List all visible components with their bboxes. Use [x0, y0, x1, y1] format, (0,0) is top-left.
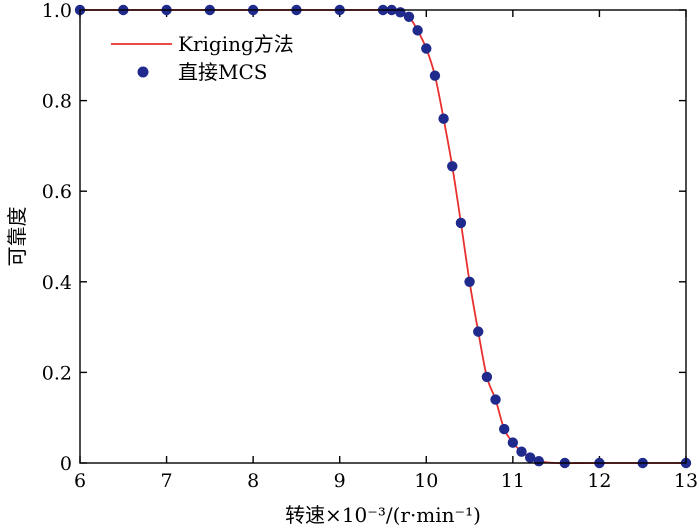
- y-axis-title: 可靠度: [5, 207, 29, 267]
- x-tick-labels: 6 7 8 9 10 11 12 13: [74, 470, 698, 492]
- x-tick-label: 8: [247, 470, 259, 492]
- x-tick-label: 6: [74, 470, 86, 492]
- x-axis-title: 转速×10⁻³/(r·min⁻¹): [285, 503, 481, 527]
- x-tick-label: 13: [674, 470, 698, 492]
- data-point-mcs: [429, 70, 441, 81]
- data-point-mcs: [421, 43, 432, 54]
- y-tick-label: 0.4: [42, 272, 72, 294]
- data-point-mcs: [438, 113, 449, 124]
- data-point-mcs: [507, 437, 519, 448]
- data-point-mcs: [524, 452, 536, 463]
- data-point-mcs: [499, 423, 510, 435]
- data-point-mcs: [403, 11, 415, 22]
- x-tick-label: 12: [587, 470, 611, 492]
- x-tick-label: 9: [334, 470, 346, 492]
- y-tick-label: 0.6: [42, 181, 72, 203]
- legend-marker-label: 直接MCS: [178, 60, 267, 84]
- x-tick-label: 11: [501, 470, 525, 492]
- data-point-mcs: [516, 446, 527, 457]
- data-point-mcs: [464, 276, 475, 287]
- y-tick-label: 1.0: [42, 0, 72, 22]
- axis-ticks: [79, 9, 687, 464]
- y-tick-label: 0: [60, 453, 72, 475]
- data-point-mcs: [473, 326, 484, 337]
- y-tick-label: 0.8: [42, 91, 72, 113]
- plot-frame: [79, 9, 687, 464]
- data-point-mcs: [455, 217, 467, 229]
- series-line-kriging: [79, 8, 686, 465]
- x-tick-label: 10: [414, 470, 438, 492]
- series-layer: [74, 4, 692, 469]
- data-point-mcs: [481, 371, 493, 383]
- x-tick-label: 7: [161, 470, 173, 492]
- legend-line-label: Kriging方法: [178, 32, 294, 56]
- data-point-mcs: [490, 394, 501, 405]
- data-point-mcs: [533, 455, 545, 467]
- y-tick-label: 0.2: [42, 362, 72, 384]
- legend: Kriging方法 直接MCS: [111, 32, 294, 84]
- data-point-mcs: [412, 25, 423, 36]
- legend-marker-swatch: [137, 66, 149, 78]
- data-point-mcs: [447, 161, 458, 172]
- y-tick-labels: 0 0.2 0.4 0.6 0.8 1.0: [42, 0, 72, 475]
